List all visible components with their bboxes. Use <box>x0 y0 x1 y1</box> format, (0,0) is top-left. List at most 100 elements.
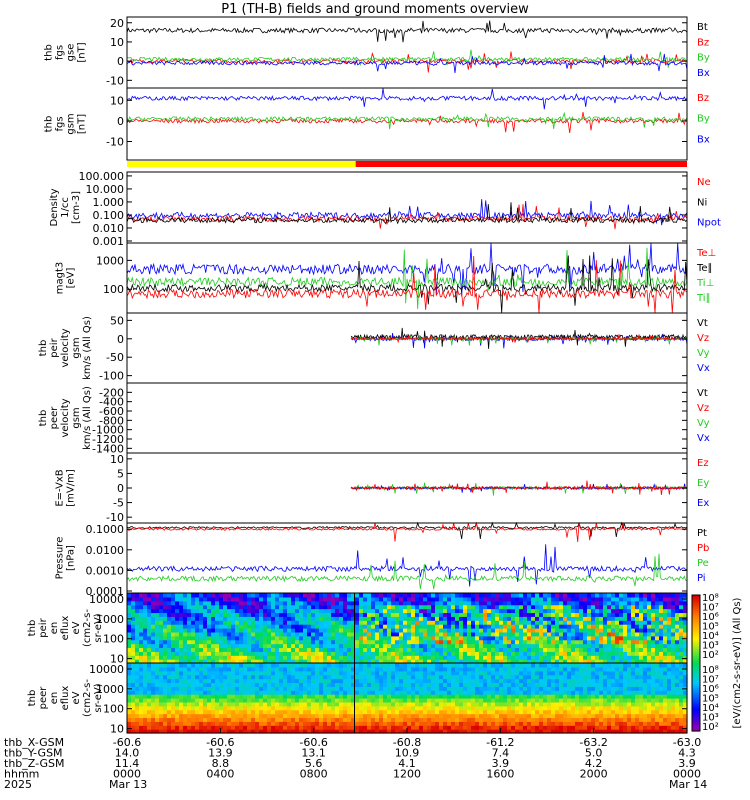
spectrogram-cell <box>135 643 140 649</box>
spectrogram-cell <box>535 670 540 676</box>
spectrogram-cell <box>511 729 516 734</box>
spectrogram-cell <box>135 612 140 617</box>
y-tick-label: 0 <box>117 55 124 68</box>
spectrogram-cell <box>483 600 488 606</box>
spectrogram-cell <box>503 663 508 668</box>
spectrogram-cell <box>515 616 520 621</box>
spectrogram-cell <box>155 674 160 680</box>
spectrogram-cell <box>243 628 248 633</box>
spectrogram-cell <box>231 698 236 703</box>
spectrogram-cell <box>439 620 444 625</box>
spectrogram-cell <box>219 616 224 621</box>
spectrogram-cell <box>611 690 616 695</box>
spectrogram-cell <box>455 612 460 617</box>
spectrogram-cell <box>647 659 652 664</box>
spectrogram-cell <box>387 713 392 719</box>
spectrogram-cell <box>387 635 392 641</box>
spectrogram-cell <box>503 694 508 699</box>
spectrogram-cell <box>147 604 152 610</box>
spectrogram-cell <box>491 670 496 676</box>
spectrogram-cell <box>283 612 288 617</box>
spectrogram-cell <box>579 729 584 734</box>
spectrogram-cell <box>271 639 276 645</box>
spectrogram-cell <box>163 600 168 606</box>
spectrogram-cell <box>619 616 624 621</box>
spectrogram-cell <box>131 616 136 621</box>
spectrogram-cell <box>347 678 352 684</box>
spectrogram-cell <box>527 663 532 668</box>
spectrogram-cell <box>611 674 616 680</box>
spectrogram-cell <box>527 721 532 726</box>
spectrogram-cell <box>607 674 612 680</box>
spectrogram-cell <box>139 721 144 726</box>
spectrogram-cell <box>127 674 132 680</box>
spectrogram-cell <box>327 701 332 707</box>
spectrogram-cell <box>387 666 392 672</box>
spectrogram-cell <box>479 682 484 687</box>
spectrogram-cell <box>311 659 316 664</box>
spectrogram-cell <box>391 670 396 676</box>
spectrogram-cell <box>411 678 416 684</box>
spectrogram-cell <box>267 616 272 621</box>
spectrogram-cell <box>615 600 620 606</box>
spectrogram-cell <box>291 647 296 652</box>
spectrogram-cell <box>511 674 516 680</box>
spectrogram-cell <box>567 709 572 715</box>
spectrogram-cell <box>491 682 496 687</box>
spectrogram-cell <box>599 608 604 614</box>
spectrogram-cell <box>607 608 612 614</box>
y-tick-label: 10 <box>110 653 124 666</box>
spectrogram-cell <box>167 682 172 687</box>
spectrogram-cell <box>303 686 308 691</box>
spectrogram-cell <box>327 663 332 668</box>
spectrogram-cell <box>243 593 248 598</box>
spectrogram-cell <box>231 620 236 625</box>
legend-entry: Te⊥ <box>696 248 716 259</box>
spectrogram-cell <box>335 721 340 726</box>
spectrogram-cell <box>127 628 132 633</box>
spectrogram-cell <box>415 663 420 668</box>
spectrogram-cell <box>223 604 228 610</box>
spectrogram-cell <box>455 690 460 695</box>
series-line-Npot <box>126 199 688 226</box>
spectrogram-cell <box>531 717 536 722</box>
spectrogram-cell <box>231 639 236 645</box>
spectrogram-cell <box>243 674 248 680</box>
spectrogram-cell <box>283 705 288 711</box>
spectrogram-cell <box>355 600 360 606</box>
spectrogram-cell <box>655 635 660 641</box>
spectrogram-cell <box>251 670 256 676</box>
spectrogram-cell <box>303 635 308 641</box>
spectrogram-cell <box>411 663 416 668</box>
spectrogram-cell <box>291 643 296 649</box>
spectrogram-cell <box>351 655 356 660</box>
spectrogram-cell <box>607 616 612 621</box>
spectrogram-cell <box>527 620 532 625</box>
spectrogram-cell <box>279 709 284 715</box>
spectrogram-cell <box>159 624 164 629</box>
spectrogram-cell <box>259 729 264 734</box>
spectrogram-cell <box>595 639 600 645</box>
spectrogram-cell <box>435 721 440 726</box>
spectrogram-cell <box>239 651 244 656</box>
spectrogram-cell <box>487 666 492 672</box>
spectrogram-cell <box>551 620 556 625</box>
spectrogram-cell <box>551 651 556 656</box>
spectrogram-cell <box>443 705 448 711</box>
spectrogram-cell <box>135 631 140 637</box>
spectrogram-cell <box>467 651 472 656</box>
spectrogram-cell <box>283 624 288 629</box>
spectrogram-cell <box>227 631 232 637</box>
spectrogram-cell <box>399 596 404 602</box>
spectrogram-cell <box>479 713 484 719</box>
spectrogram-cell <box>559 631 564 637</box>
spectrogram-cell <box>455 608 460 614</box>
spectrogram-cell <box>511 600 516 606</box>
spectrogram-cell <box>251 635 256 641</box>
spectrogram-cell <box>651 639 656 645</box>
series-line-Te∥ <box>126 255 688 314</box>
spectrogram-cell <box>651 593 656 598</box>
spectrogram-cell <box>355 593 360 598</box>
spectrogram-cell <box>255 620 260 625</box>
spectrogram-cell <box>243 608 248 614</box>
